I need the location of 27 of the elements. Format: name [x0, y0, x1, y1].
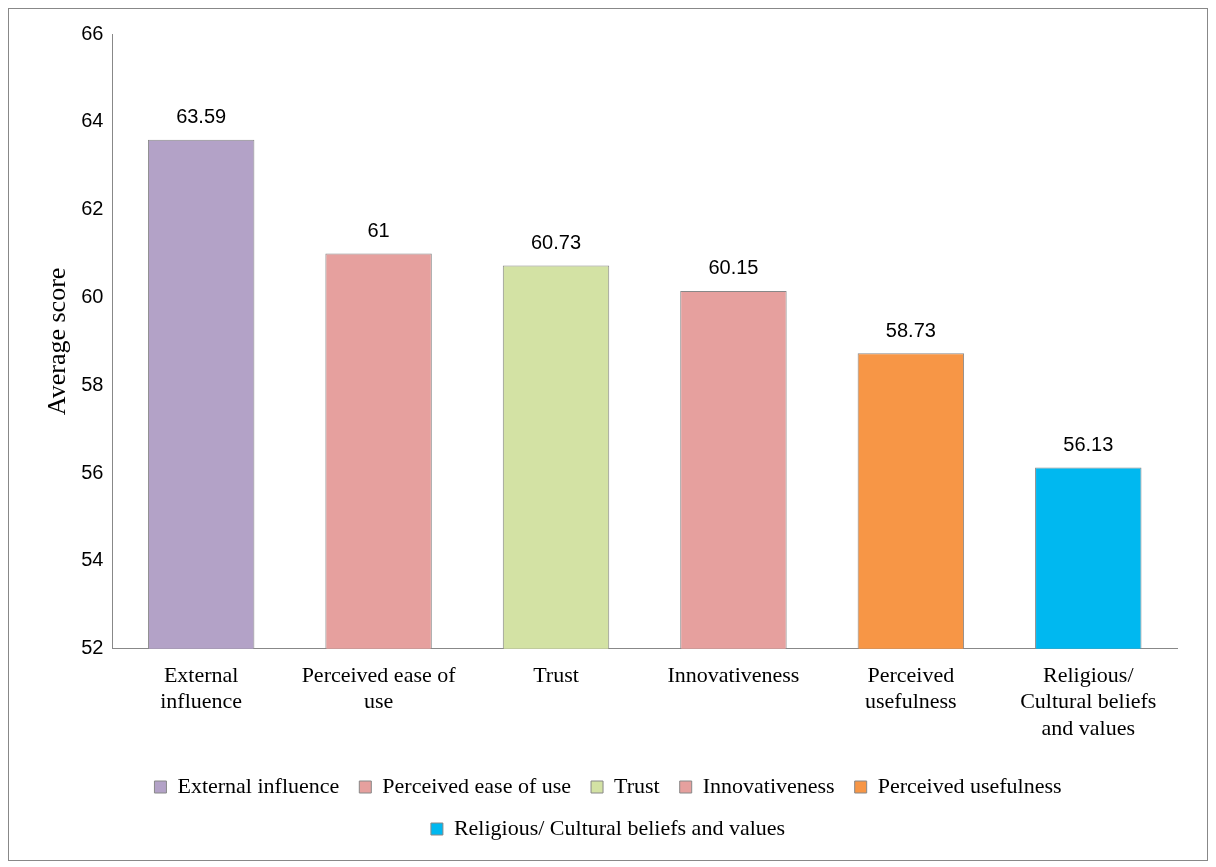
y-tick-label: 54 [81, 548, 104, 571]
x-tick-label: Innovativeness [667, 661, 800, 687]
x-tick-label: Trust [533, 661, 579, 687]
legend-label: Perceived usefulness [877, 772, 1062, 798]
x-tick-label: Religious/ Cultural beliefs and values [1020, 661, 1157, 740]
data-label: 61 [367, 219, 390, 242]
data-label: 60.73 [530, 230, 582, 253]
y-tick-label: 62 [81, 197, 104, 220]
y-tick-label: 56 [81, 460, 104, 483]
x-tick-label: External influence [160, 661, 243, 714]
data-label: 56.13 [1063, 432, 1114, 455]
legend-label: Innovativeness [702, 772, 835, 798]
data-label: 60.15 [708, 256, 759, 279]
y-tick-label: 60 [81, 285, 104, 307]
data-label: 58.73 [885, 318, 936, 341]
x-tick-label: Perceived ease of use [301, 661, 457, 714]
legend-label: External influence [177, 772, 340, 798]
data-label: 63.59 [176, 105, 227, 128]
x-tick-label: Perceived usefulness [865, 661, 957, 714]
y-tick-label: 66 [81, 21, 104, 44]
y-tick-label: 58 [81, 372, 104, 395]
legend-label: Trust [614, 772, 660, 798]
y-axis-title: Average score [42, 267, 72, 416]
legend-label: Perceived ease of use [382, 772, 572, 798]
y-tick-label: 52 [81, 636, 104, 659]
legend-label: Religious/ Cultural beliefs and values [453, 814, 786, 840]
y-tick-label: 64 [81, 109, 104, 132]
